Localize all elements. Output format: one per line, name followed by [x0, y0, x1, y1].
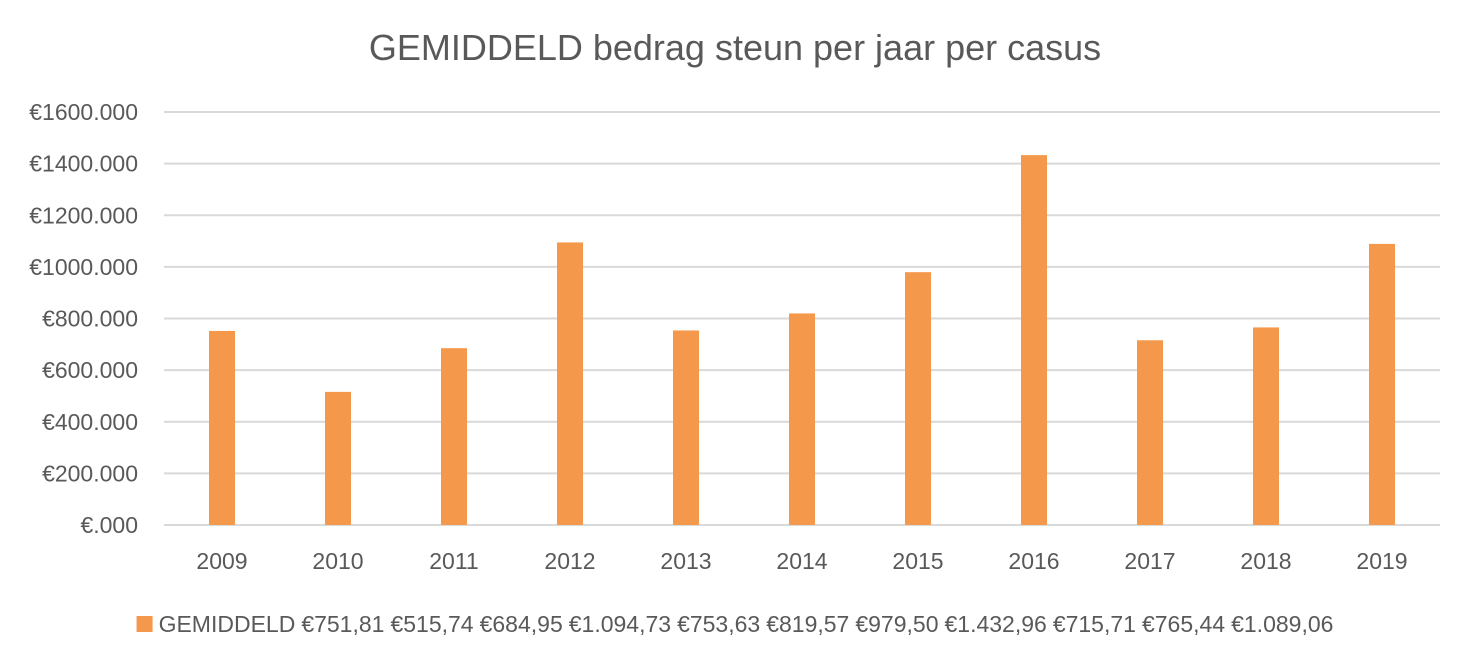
bar [905, 272, 931, 525]
x-tick-label: 2019 [1356, 548, 1407, 574]
legend-value: €819,57 [766, 611, 849, 637]
legend-value: €751,81 [301, 611, 384, 637]
legend-value: €515,74 [390, 611, 473, 637]
bar [325, 391, 351, 525]
x-tick-label: 2018 [1240, 548, 1291, 574]
legend-marker [136, 616, 153, 632]
x-tick-label: 2010 [312, 548, 363, 574]
legend-value: €1.432,96 [944, 611, 1046, 637]
legend-value: €979,50 [855, 611, 938, 637]
y-tick-label: €.000 [80, 512, 138, 538]
bar [441, 348, 467, 525]
bar [209, 330, 235, 525]
x-tick-label: 2014 [776, 548, 827, 574]
y-axis-ticks: €.000 €200.000 €400.000 €600.000 €800.000 €10… [29, 99, 138, 538]
x-tick-label: 2013 [660, 548, 711, 574]
legend-value: €765,44 [1142, 611, 1225, 637]
legend-series-name: GEMIDDELD [159, 611, 296, 637]
bar [1253, 327, 1279, 525]
bar [557, 242, 583, 525]
y-tick-label: €600.000 [42, 357, 138, 383]
legend-value: €715,71 [1053, 611, 1136, 637]
legend-value: €684,95 [480, 611, 563, 637]
legend-value: €753,63 [677, 611, 760, 637]
bar [1021, 155, 1047, 526]
x-tick-label: 2012 [544, 548, 595, 574]
bar [673, 330, 699, 525]
x-tick-label: 2011 [429, 548, 478, 574]
y-tick-label: €800.000 [42, 306, 138, 332]
x-tick-label: 2015 [892, 548, 943, 574]
bar [789, 313, 815, 525]
x-axis-ticks: 2009 2010 2011 2012 2013 2014 2015 2016 2017 2018… [196, 548, 1407, 574]
y-tick-label: €1400.000 [29, 151, 138, 177]
y-tick-label: €1600.000 [29, 99, 138, 125]
y-tick-label: €200.000 [42, 460, 138, 486]
legend-value: €1.094,73 [569, 611, 671, 637]
y-tick-label: €400.000 [42, 409, 138, 435]
bar [1137, 340, 1163, 525]
bars [209, 155, 1395, 526]
legend: GEMIDDELD €751,81 €515,74 €684,95 €1.094,73 €… [136, 611, 1333, 637]
legend-value: €1.089,06 [1231, 611, 1333, 637]
chart-title: GEMIDDELD bedrag steun per jaar per casu… [369, 27, 1101, 68]
x-tick-label: 2017 [1124, 548, 1175, 574]
y-tick-label: €1200.000 [29, 202, 138, 228]
y-tick-label: €1000.000 [29, 254, 138, 280]
x-tick-label: 2009 [196, 548, 247, 574]
bar [1369, 243, 1395, 525]
x-tick-label: 2016 [1008, 548, 1059, 574]
